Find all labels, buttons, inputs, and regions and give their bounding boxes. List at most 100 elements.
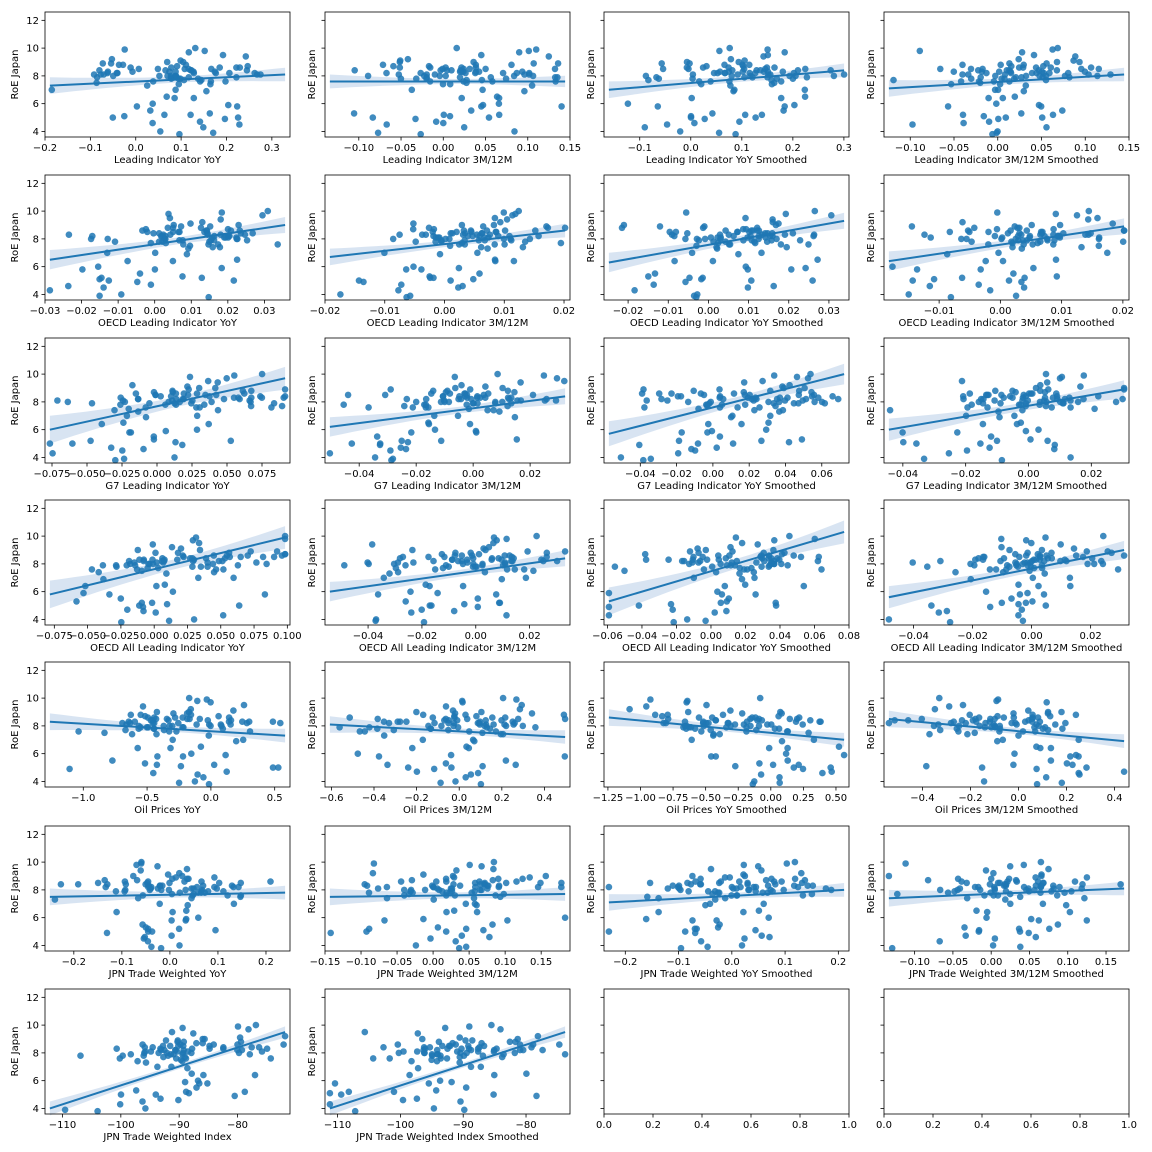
data-point bbox=[1009, 387, 1016, 395]
data-point bbox=[524, 548, 531, 555]
data-point bbox=[162, 427, 170, 435]
data-point bbox=[169, 908, 176, 916]
data-point bbox=[429, 228, 437, 236]
regression-line bbox=[608, 530, 845, 603]
data-point bbox=[455, 944, 463, 952]
data-point bbox=[372, 617, 379, 625]
data-point bbox=[490, 406, 497, 414]
data-point bbox=[431, 719, 438, 727]
data-point bbox=[463, 401, 471, 409]
data-point bbox=[671, 232, 678, 240]
y-axis-label: RoE Japan bbox=[866, 699, 877, 749]
data-point bbox=[697, 938, 705, 945]
data-point bbox=[719, 711, 727, 719]
data-point bbox=[446, 112, 454, 120]
data-point bbox=[703, 701, 710, 709]
data-point bbox=[195, 574, 202, 582]
data-point bbox=[348, 440, 356, 447]
x-tick-label: 0.00 bbox=[702, 469, 724, 480]
data-point bbox=[116, 1101, 124, 1108]
y-tick-label: 10 bbox=[26, 44, 39, 55]
data-point bbox=[523, 1070, 530, 1077]
data-point bbox=[999, 94, 1007, 102]
data-point bbox=[369, 114, 377, 121]
data-point bbox=[1070, 545, 1078, 552]
data-point bbox=[174, 549, 182, 557]
data-point bbox=[967, 65, 975, 73]
data-point bbox=[1085, 207, 1093, 215]
data-point bbox=[167, 231, 174, 238]
data-point bbox=[467, 227, 475, 234]
data-point bbox=[1001, 71, 1009, 78]
data-point bbox=[526, 235, 534, 243]
data-point bbox=[162, 67, 169, 74]
data-point bbox=[326, 1089, 334, 1097]
data-point bbox=[542, 872, 550, 880]
data-point bbox=[971, 224, 978, 232]
x-tick-label: 0.0 bbox=[683, 143, 699, 154]
x-tick-label: 0.00 bbox=[144, 306, 166, 317]
data-point bbox=[65, 231, 73, 238]
data-point bbox=[790, 764, 798, 771]
y-axis-label: RoE Japan bbox=[307, 1026, 318, 1076]
data-point bbox=[946, 618, 954, 626]
data-point bbox=[365, 925, 373, 933]
y-tick-label: 6 bbox=[33, 262, 39, 273]
data-point bbox=[281, 393, 289, 400]
data-point bbox=[552, 397, 560, 404]
data-point bbox=[752, 888, 759, 895]
data-point bbox=[501, 241, 508, 248]
data-point bbox=[936, 938, 943, 945]
data-point bbox=[462, 69, 469, 77]
data-point bbox=[744, 284, 752, 291]
data-point bbox=[253, 559, 260, 566]
x-axis-label: OECD Leading Indicator 3M/12M Smoothed bbox=[898, 318, 1114, 329]
data-point bbox=[1052, 210, 1060, 218]
x-tick-label: −90 bbox=[169, 1120, 190, 1131]
data-point bbox=[479, 86, 486, 94]
data-point bbox=[741, 111, 749, 119]
y-tick-label: 4 bbox=[33, 453, 39, 464]
data-point bbox=[476, 270, 483, 277]
data-point bbox=[439, 393, 447, 400]
data-point bbox=[453, 44, 461, 52]
data-point bbox=[149, 100, 156, 107]
data-point bbox=[157, 1095, 164, 1102]
data-point bbox=[117, 595, 125, 602]
data-point bbox=[795, 714, 803, 721]
data-point bbox=[121, 112, 128, 120]
data-point bbox=[945, 450, 953, 457]
data-point bbox=[232, 737, 240, 745]
data-point bbox=[432, 234, 440, 241]
x-tick-label: 0.2 bbox=[830, 957, 846, 968]
data-point bbox=[1054, 921, 1062, 928]
data-point bbox=[1109, 220, 1116, 227]
data-point bbox=[699, 719, 707, 727]
data-point bbox=[1042, 774, 1050, 781]
data-point bbox=[736, 878, 743, 885]
data-point bbox=[1083, 764, 1090, 771]
data-point bbox=[1043, 60, 1050, 67]
x-tick-label: −0.050 bbox=[69, 631, 106, 642]
data-point bbox=[758, 249, 765, 257]
y-axis-label: RoE Japan bbox=[586, 375, 597, 425]
data-point bbox=[1041, 570, 1048, 577]
data-point bbox=[181, 1078, 189, 1086]
data-point bbox=[605, 612, 613, 619]
data-point bbox=[152, 609, 159, 616]
x-tick-label: −0.2 bbox=[33, 143, 57, 154]
data-point bbox=[190, 616, 198, 623]
x-axis-label: OECD All Leading Indicator YoY Smoothed bbox=[622, 643, 831, 654]
data-point bbox=[147, 107, 154, 114]
data-point bbox=[689, 917, 696, 924]
data-point bbox=[1050, 882, 1057, 889]
data-point bbox=[959, 218, 966, 226]
data-point bbox=[1047, 64, 1055, 71]
data-point bbox=[274, 241, 282, 248]
data-point bbox=[561, 914, 569, 921]
data-point bbox=[983, 914, 990, 921]
data-point bbox=[193, 404, 200, 411]
data-point bbox=[1014, 232, 1022, 240]
data-point bbox=[950, 68, 958, 75]
